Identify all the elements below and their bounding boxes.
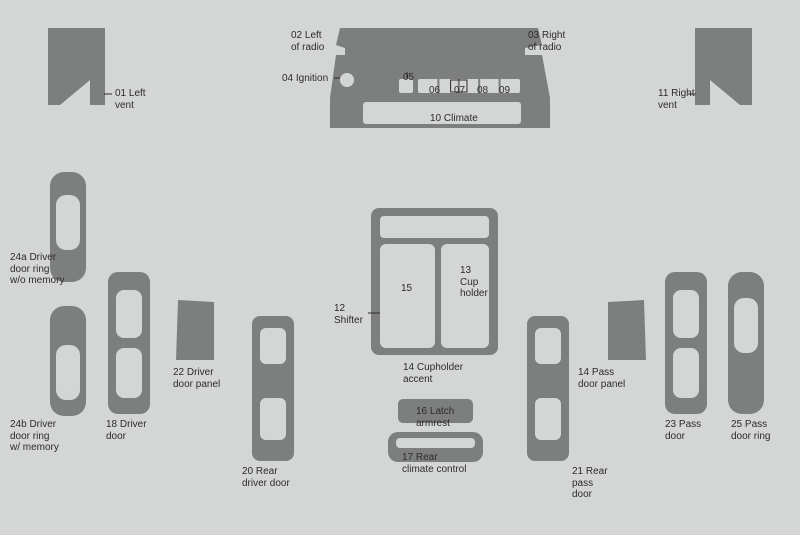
label-driver_panel: 22 Driverdoor panel	[173, 367, 220, 390]
label-cup_holder: 13Cupholder	[460, 265, 488, 300]
label-vent_right: 11 Rightvent	[658, 88, 695, 111]
label-p07: 07	[454, 85, 465, 97]
cutout-driver_door_h2	[116, 348, 142, 398]
cutout-rear_driver_h2	[260, 398, 286, 440]
label-p15: 15	[401, 283, 412, 295]
label-ring_no_mem: 24a Driverdoor ringw/o memory	[10, 252, 64, 287]
cutout-pass_ring_h	[734, 298, 758, 353]
label-vent_left: 01 Leftvent	[115, 88, 146, 111]
shape-vent_left	[48, 28, 105, 105]
shape-pass_panel	[608, 300, 646, 360]
label-pass_panel: 14 Passdoor panel	[578, 367, 625, 390]
label-shifter: 12Shifter	[334, 303, 363, 326]
label-rear_climate: 17 Rearclimate control	[402, 452, 466, 475]
shapes-layer	[0, 0, 800, 535]
label-cup_accent: 14 Cupholderaccent	[403, 362, 463, 385]
shape-driver_panel	[176, 300, 214, 360]
label-pass_door: 23 Passdoor	[665, 419, 701, 442]
cutout-ignition_hole	[340, 73, 354, 87]
cutout-rear_driver_h1	[260, 328, 286, 364]
cutout-pass_door_h1	[673, 290, 699, 338]
label-latch_armrest: 16 Latcharmrest	[416, 406, 454, 429]
cutout-shifter_slot	[380, 244, 435, 348]
label-climate: 10 Climate	[430, 113, 478, 125]
label-p08: 08	[477, 85, 488, 97]
label-driver_door: 18 Driverdoor	[106, 419, 147, 442]
label-p09: 09	[499, 85, 510, 97]
label-ring_mem: 24b Driverdoor ringw/ memory	[10, 419, 59, 454]
label-left_of_radio: 02 Leftof radio	[291, 30, 324, 53]
label-pass_ring: 25 Passdoor ring	[731, 419, 770, 442]
shape-dash_outline	[336, 28, 542, 55]
label-p05: 05	[403, 72, 414, 84]
cutout-pass_door_h2	[673, 348, 699, 398]
shape-vent_right	[695, 28, 752, 105]
label-rear_pass_door: 21 Rearpassdoor	[572, 466, 608, 501]
cutout-ring_mem_hole	[56, 345, 80, 400]
cutout-rear_climate_hole	[396, 438, 475, 448]
cutout-ring_no_mem_hole	[56, 195, 80, 250]
label-ignition: 04 Ignition	[282, 73, 328, 85]
label-right_of_radio: 03 Rightof radio	[528, 30, 565, 53]
cutout-driver_door_h1	[116, 290, 142, 338]
cutout-rear_pass_h2	[535, 398, 561, 440]
diagram-canvas: 01 Leftvent 02 Leftof radio 03 Rightof rad…	[0, 0, 800, 535]
cutout-rear_pass_h1	[535, 328, 561, 364]
label-rear_driver_door: 20 Reardriver door	[242, 466, 290, 489]
cutout-console_top_slot	[380, 216, 489, 238]
label-p06: 06	[429, 85, 440, 97]
